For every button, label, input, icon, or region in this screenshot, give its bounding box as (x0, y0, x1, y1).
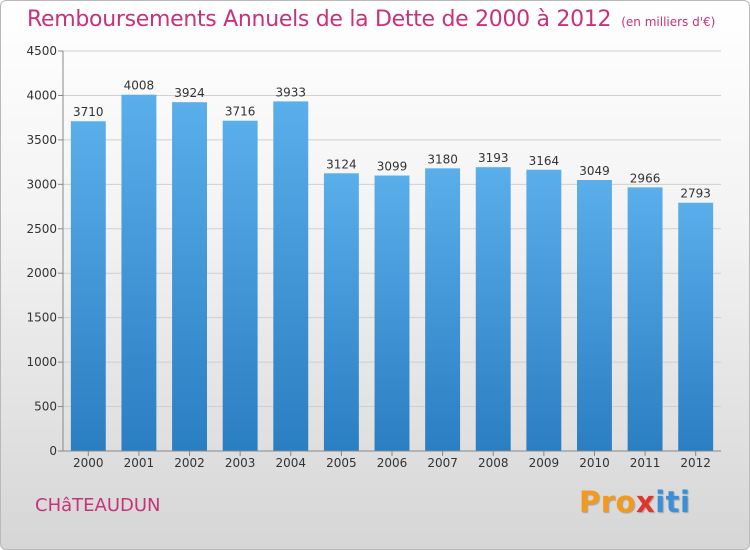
chart-title: Remboursements Annuels de la Dette de 20… (27, 7, 715, 32)
y-tick-label: 500 (34, 400, 57, 414)
x-tick-label: 2006 (377, 456, 408, 470)
x-tick-label: 2003 (225, 456, 256, 470)
logo-x: x (635, 485, 656, 519)
data-label: 3710 (73, 105, 104, 119)
data-label: 3099 (377, 160, 408, 174)
y-tick-label: 1000 (26, 355, 57, 369)
y-tick-label: 4500 (26, 44, 57, 58)
x-tick-label: 2011 (630, 456, 661, 470)
y-tick-label: 0 (49, 444, 57, 458)
x-tick-label: 2002 (174, 456, 205, 470)
y-tick-label: 4000 (26, 88, 57, 102)
x-tick-label: 2000 (73, 456, 104, 470)
axes: 0 500 1000 1500 2000 2500 3000 3500 4000 4500 2000… (26, 44, 721, 470)
data-label: 4008 (124, 79, 155, 93)
data-label: 3049 (579, 164, 610, 178)
bar-2011 (627, 187, 663, 451)
bar-2008 (475, 167, 511, 451)
chart-subtitle: (en milliers d'€) (621, 15, 716, 29)
x-tick-label: 2010 (579, 456, 610, 470)
data-label: 3193 (478, 151, 509, 165)
data-label: 2966 (630, 171, 661, 185)
bar-2010 (576, 179, 612, 451)
bar-2007 (425, 168, 461, 452)
logo-part1: Pro (579, 485, 636, 519)
x-tick-label: 2012 (680, 456, 711, 470)
data-label: 3124 (326, 157, 357, 171)
x-tick-label: 2008 (478, 456, 509, 470)
y-tick-label: 1500 (26, 311, 57, 325)
y-tick-label: 3000 (26, 177, 57, 191)
bar-2003 (222, 120, 258, 451)
bar-2001 (121, 94, 157, 451)
bar-2004 (273, 101, 309, 452)
logo-part2: iti (655, 485, 691, 519)
data-labels: 3710 4008 3924 3716 3933 3124 3099 3180 3193 3164… (73, 79, 711, 201)
y-tick-label: 2000 (26, 266, 57, 280)
x-tick-label: 2005 (326, 456, 357, 470)
data-label: 3164 (529, 154, 560, 168)
bar-2012 (678, 202, 714, 451)
data-label: 3180 (427, 152, 458, 166)
bar-2002 (172, 102, 208, 451)
y-tick-label: 3500 (26, 133, 57, 147)
x-tick-label: 2007 (427, 456, 458, 470)
data-label: 3933 (275, 85, 306, 99)
chart-title-text: Remboursements Annuels de la Dette de 20… (27, 7, 612, 32)
proxiti-logo: Proxiti (579, 485, 690, 519)
x-tick-label: 2009 (529, 456, 560, 470)
data-label: 3924 (174, 86, 205, 100)
bar-2005 (323, 173, 359, 452)
bars (70, 94, 714, 452)
data-label: 2793 (680, 187, 711, 201)
y-tick-label: 2500 (26, 222, 57, 236)
bar-2009 (526, 169, 562, 451)
bar-2000 (70, 121, 106, 451)
city-name: CHâTEAUDUN (35, 495, 161, 516)
bar-2006 (374, 175, 410, 452)
x-tick-label: 2001 (124, 456, 155, 470)
x-tick-label: 2004 (275, 456, 306, 470)
data-label: 3716 (225, 105, 256, 119)
